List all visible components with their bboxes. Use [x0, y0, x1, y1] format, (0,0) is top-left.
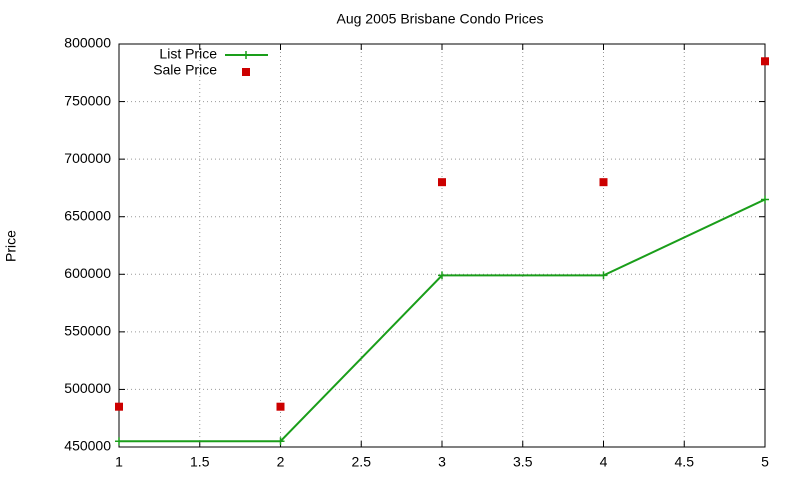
x-tick-label: 3.5	[513, 454, 533, 470]
y-tick-label: 700000	[64, 150, 111, 166]
x-tick-label: 3	[438, 454, 446, 470]
x-tick-label: 4	[600, 454, 608, 470]
legend-label: Sale Price	[153, 62, 217, 78]
y-tick-label: 550000	[64, 323, 111, 339]
y-tick-label: 600000	[64, 265, 111, 281]
point	[599, 178, 608, 187]
y-tick-label: 650000	[64, 207, 111, 223]
y-tick-label: 500000	[64, 380, 111, 396]
point	[115, 402, 123, 411]
point	[761, 195, 769, 204]
point	[761, 57, 769, 66]
point	[276, 402, 285, 411]
point	[438, 271, 446, 280]
y-tick-label: 800000	[64, 35, 111, 51]
legend-marker	[242, 51, 250, 59]
point	[599, 271, 608, 280]
point	[115, 437, 123, 446]
point	[438, 178, 446, 187]
y-tick-label: 750000	[64, 92, 111, 108]
x-tick-label: 5	[761, 454, 769, 470]
x-tick-label: 1.5	[190, 454, 210, 470]
x-tick-label: 4.5	[675, 454, 695, 470]
y-tick-label: 450000	[64, 438, 111, 454]
y-axis-label: Price	[3, 230, 19, 262]
legend-label: List Price	[159, 46, 217, 62]
point	[276, 437, 285, 446]
plot-frame	[118, 43, 766, 448]
x-tick-label: 2	[277, 454, 285, 470]
x-tick-label: 1	[115, 454, 123, 470]
legend-marker	[242, 68, 250, 76]
chart-title: Aug 2005 Brisbane Condo Prices	[336, 11, 543, 27]
x-tick-label: 2.5	[352, 454, 372, 470]
